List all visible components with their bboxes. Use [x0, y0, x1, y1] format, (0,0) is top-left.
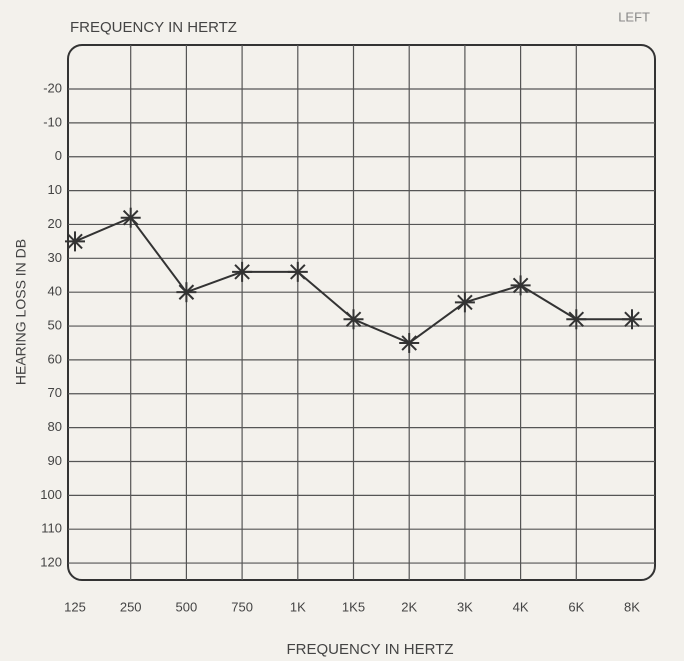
- y-tick-label: 80: [48, 419, 62, 434]
- star-marker: [343, 309, 364, 330]
- marker-stroke: [568, 311, 585, 328]
- y-tick-label: -10: [43, 114, 62, 129]
- marker-stroke: [457, 294, 473, 311]
- x-tick-label: 8K: [624, 599, 640, 614]
- y-tick-label: 40: [48, 284, 62, 299]
- annotation: LEFT: [618, 9, 650, 24]
- x-tick-label: 125: [64, 599, 86, 614]
- star-marker: [120, 207, 141, 228]
- y-tick-label: 10: [48, 182, 62, 197]
- marker-stroke: [345, 311, 362, 328]
- y-tick-label: 90: [48, 453, 62, 468]
- star-marker: [65, 231, 85, 252]
- x-tick-label: 4K: [513, 599, 529, 614]
- marker-stroke: [401, 335, 417, 351]
- star-marker: [566, 309, 587, 330]
- star-marker: [622, 309, 642, 330]
- star-marker: [232, 261, 253, 282]
- star-marker: [399, 332, 420, 353]
- y-axis-label: HEARING LOSS IN DB: [13, 239, 29, 385]
- y-tick-label: 70: [48, 385, 62, 400]
- y-tick-label: 20: [48, 216, 62, 231]
- marker-stroke: [512, 277, 529, 294]
- x-tick-label: 3K: [457, 599, 473, 614]
- x-tick-label: 250: [120, 599, 142, 614]
- star-marker: [454, 292, 475, 313]
- x-axis-label: FREQUENCY IN HERTZ: [287, 641, 454, 658]
- y-tick-label: 30: [48, 250, 62, 265]
- chart-title: FREQUENCY IN HERTZ: [70, 19, 237, 36]
- y-tick-label: 120: [40, 555, 62, 570]
- y-tick-label: 100: [40, 487, 62, 502]
- star-marker: [510, 275, 531, 296]
- y-tick-label: 0: [55, 148, 62, 163]
- marker-stroke: [178, 284, 195, 300]
- y-tick-label: 60: [48, 351, 62, 366]
- plot-frame: [67, 44, 656, 581]
- y-tick-label: 50: [48, 317, 62, 332]
- x-tick-label: 500: [176, 599, 198, 614]
- y-tick-label: -20: [43, 80, 62, 95]
- star-marker: [176, 282, 197, 303]
- marker-stroke: [234, 264, 250, 280]
- star-marker: [287, 261, 308, 282]
- marker-stroke: [122, 209, 139, 226]
- marker-stroke: [624, 311, 640, 328]
- x-tick-label: 6K: [568, 599, 584, 614]
- x-tick-label: 1K: [290, 599, 306, 614]
- x-tick-label: 750: [231, 599, 253, 614]
- marker-stroke: [67, 233, 83, 250]
- marker-stroke: [290, 264, 306, 280]
- y-tick-label: 110: [41, 521, 62, 536]
- x-tick-label: 2K: [401, 599, 417, 614]
- x-tick-label: 1K5: [342, 599, 365, 614]
